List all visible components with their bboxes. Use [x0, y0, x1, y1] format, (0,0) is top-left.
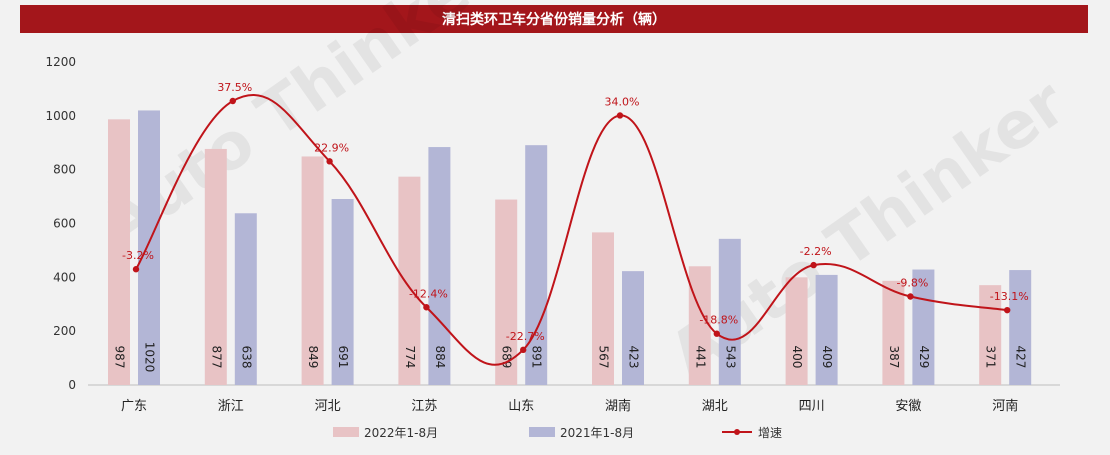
bars-group: [108, 110, 1032, 386]
growth-line-group: -3.2% 37.5% 22.9% -12.4% -22.7% 34.0% -18.8% -2…: [122, 81, 1029, 366]
bar-2022: [204, 148, 227, 385]
growth-label: -12.4%: [409, 287, 448, 300]
growth-label: -13.1%: [990, 290, 1029, 303]
category-label: 河南: [992, 398, 1018, 414]
bar-value-label: 423: [627, 346, 641, 369]
legend: 2022年1-8月 2021年1-8月 增速: [333, 426, 782, 440]
bar-2021: [234, 213, 257, 385]
bar-2021: [718, 238, 741, 385]
y-tick-label: 0: [68, 378, 76, 392]
growth-label: -22.7%: [506, 330, 545, 343]
bar-2021: [815, 274, 838, 385]
y-tick-label: 1200: [45, 55, 76, 69]
category-label: 湖南: [605, 398, 631, 414]
bar-2022: [398, 176, 421, 385]
y-tick-label: 1000: [45, 109, 76, 123]
bar-value-label: 387: [887, 346, 901, 369]
bar-2021: [138, 110, 160, 385]
bar-value-label: 409: [820, 346, 834, 369]
category-label: 浙江: [218, 399, 244, 414]
bar-value-label: 987: [113, 346, 127, 369]
bar-labels-group: 987 1020 877 638 849 691 774 884 689 891 567 423 441…: [113, 342, 1028, 373]
legend-marker-growth: [734, 429, 740, 435]
bar-value-label: 638: [239, 346, 253, 369]
growth-point: [326, 158, 333, 165]
bar-value-label: 427: [1014, 346, 1028, 369]
legend-swatch-2021: [529, 427, 555, 437]
category-label: 河北: [315, 399, 341, 414]
bar-value-label: 429: [917, 346, 931, 369]
y-tick-label: 200: [53, 324, 76, 338]
bar-value-label: 1020: [143, 342, 157, 373]
growth-point: [229, 97, 236, 105]
bar-2022: [882, 280, 905, 385]
bar-value-label: 774: [403, 346, 417, 369]
category-label: 广东: [121, 399, 147, 414]
growth-label: -2.2%: [800, 245, 832, 258]
growth-point: [907, 293, 914, 300]
category-label: 湖北: [702, 399, 728, 414]
bar-2022: [495, 199, 518, 385]
growth-label: 37.5%: [217, 81, 252, 94]
bar-value-label: 543: [723, 346, 737, 369]
legend-label-growth: 增速: [758, 426, 782, 440]
category-label: 安徽: [895, 399, 921, 414]
category-label: 四川: [799, 399, 825, 414]
growth-label: -3.2%: [122, 249, 154, 262]
growth-label: 22.9%: [314, 141, 349, 154]
y-tick-label: 600: [53, 217, 76, 231]
bar-value-label: 689: [500, 346, 514, 369]
bar-value-label: 877: [209, 346, 223, 369]
bar-2022: [301, 156, 324, 385]
category-label: 山东: [508, 399, 534, 414]
legend-label-2021: 2021年1-8月: [560, 426, 634, 440]
growth-line: [135, 94, 1008, 366]
bar-value-label: 849: [306, 346, 320, 369]
bar-value-label: 371: [984, 346, 998, 369]
bar-2021: [525, 145, 548, 385]
growth-label: 34.0%: [605, 95, 640, 108]
bar-value-label: 567: [597, 346, 611, 369]
growth-point: [132, 266, 140, 273]
bar-value-label: 400: [790, 346, 804, 369]
growth-point: [616, 112, 624, 119]
bar-value-label: 884: [433, 346, 447, 369]
bar-2022: [785, 277, 808, 385]
bar-2021: [622, 271, 644, 385]
growth-point: [810, 261, 817, 269]
growth-point: [520, 346, 527, 354]
chart-title: 清扫类环卫车分省份销量分析（辆）: [20, 5, 1088, 33]
bar-value-label: 441: [693, 346, 707, 369]
bar-2021: [331, 199, 354, 385]
y-tick-label: 800: [53, 163, 76, 177]
category-label: 江苏: [411, 398, 437, 414]
growth-point: [713, 330, 720, 337]
growth-point: [423, 304, 430, 311]
legend-label-2022: 2022年1-8月: [364, 426, 438, 440]
bar-2022: [592, 232, 614, 385]
bar-2021: [1009, 270, 1032, 385]
bar-value-label: 691: [336, 346, 350, 369]
y-tick-label: 400: [53, 270, 76, 284]
category-labels-group: 广东 浙江 河北 江苏 山东 湖南 湖北 四川 安徽 河南: [121, 398, 1018, 414]
growth-label: -18.8%: [699, 314, 738, 327]
bar-2022: [979, 285, 1002, 385]
bar-2022: [108, 119, 130, 386]
growth-point: [1004, 306, 1011, 314]
growth-label: -9.8%: [896, 277, 928, 290]
bar-value-label: 891: [530, 346, 544, 369]
legend-swatch-2022: [333, 427, 359, 437]
